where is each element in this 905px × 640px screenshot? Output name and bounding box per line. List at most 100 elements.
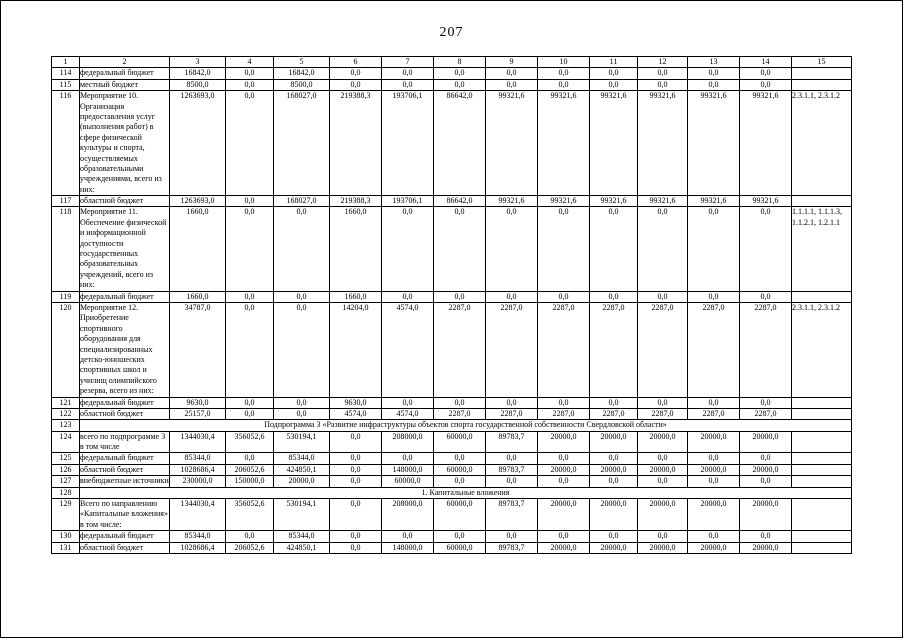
cell-value: 2287,0 [687,301,740,398]
cell-value: 206052,6 [225,541,274,554]
cell-value: 20000,0 [739,498,792,532]
row-name: областной бюджет [79,195,170,208]
table-row: 127 внебюджетные источники 230000,0 150000,… [51,475,852,488]
row-number: 131 [51,541,80,554]
cell-value: 0,0 [329,463,382,477]
cell-value: 0,0 [225,530,274,543]
cell-value: 99321,6 [485,90,538,197]
cell-value: 85344,0 [169,530,226,543]
cell-value: 0,0 [687,206,740,292]
column-header: 15 [791,55,852,69]
column-header: 10 [537,55,590,69]
cell-value: 219388,3 [329,90,382,197]
cell-value: 0,0 [589,530,638,543]
cell-value: 0,0 [637,452,688,465]
cell-value: 8500,0 [273,78,330,92]
row-number: 118 [51,206,80,292]
cell-value: 20000,0 [739,430,792,454]
cell-value: 0,0 [589,206,638,292]
column-header: 7 [381,55,434,69]
cell-value: 1028686,4 [169,463,226,477]
cell-value: 0,0 [739,67,792,80]
cell-value: 0,0 [537,67,590,80]
cell-value: 0,0 [381,290,434,304]
cell-value: 356052,6 [225,430,274,454]
row-number: 127 [51,475,80,488]
cell-value: 168027,0 [273,90,330,197]
row-name: Мероприятие 11. Обеспечение физической и… [79,206,170,292]
cell-value: 20000,0 [537,463,590,477]
cell-value: 0,0 [589,78,638,92]
table-row: 129 Всего по направлению «Капитальные вло… [51,498,852,532]
cell-value: 530194,1 [273,430,330,454]
cell-value: 14204,0 [329,301,382,398]
row-number: 116 [51,90,80,197]
cell-value: 99321,6 [739,90,792,197]
cell-code [791,407,852,421]
cell-value: 0,0 [687,452,740,465]
row-name: Всего по направлению «Капитальные вложен… [79,498,170,532]
row-number: 125 [51,452,80,465]
cell-value: 0,0 [637,78,688,92]
cell-value: 2287,0 [433,407,486,421]
cell-code [791,452,852,465]
cell-value: 0,0 [739,290,792,304]
cell-value: 193706,1 [381,195,434,208]
column-header: 1 [51,55,80,69]
cell-value: 0,0 [433,67,486,80]
cell-value: 99321,6 [687,195,740,208]
cell-value: 0,0 [537,290,590,304]
cell-value: 89783,7 [485,430,538,454]
table-row: 114 федеральный бюджет 16842,0 0,0 16842,0 0,… [51,67,852,80]
cell-value: 2287,0 [589,301,638,398]
cell-value: 0,0 [433,206,486,292]
cell-value: 356052,6 [225,498,274,532]
cell-value: 20000,0 [589,430,638,454]
cell-value: 4574,0 [329,407,382,421]
cell-value: 0,0 [329,78,382,92]
cell-value: 25157,0 [169,407,226,421]
table-row: 125 федеральный бюджет 85344,0 0,0 85344,0 0,… [51,452,852,465]
cell-value: 1660,0 [169,290,226,304]
cell-value: 1263693,0 [169,195,226,208]
row-number: 128 [51,486,80,500]
cell-value: 0,0 [329,530,382,543]
cell-value: 0,0 [687,475,740,488]
cell-value: 60000,0 [433,430,486,454]
cell-value: 99321,6 [687,90,740,197]
cell-value: 0,0 [381,206,434,292]
cell-code [791,78,852,92]
cell-value: 0,0 [589,290,638,304]
cell-value: 1660,0 [169,206,226,292]
table-row: 115 местный бюджет 8500,0 0,0 8500,0 0,0 0,0 0,… [51,78,852,92]
cell-value: 0,0 [739,530,792,543]
cell-code [791,498,852,532]
cell-value: 0,0 [739,78,792,92]
cell-value: 60000,0 [433,463,486,477]
row-number: 130 [51,530,80,543]
table-row: 121 федеральный бюджет 9630,0 0,0 0,0 9630,0 0… [51,396,852,409]
cell-code: 1.1.1.1, 1.1.1.3, 1.1.2.1, 1.2.1.1 [791,206,852,292]
cell-value: 0,0 [273,407,330,421]
column-header: 2 [79,55,170,69]
row-number: 115 [51,78,80,92]
cell-value: 208000,0 [381,498,434,532]
cell-value: 9630,0 [169,396,226,409]
cell-value: 0,0 [225,67,274,80]
cell-value: 60000,0 [433,541,486,554]
cell-value: 0,0 [433,396,486,409]
table-row: 124 всего по подпрограмме 3 в том числе 13… [51,430,852,454]
cell-value: 1344030,4 [169,498,226,532]
cell-value: 85344,0 [169,452,226,465]
cell-value: 0,0 [273,206,330,292]
cell-value: 89783,7 [485,463,538,477]
cell-value: 99321,6 [637,195,688,208]
cell-value: 20000,0 [637,430,688,454]
table-body: 114 федеральный бюджет 16842,0 0,0 16842,0 0,… [51,67,852,554]
cell-value: 0,0 [739,475,792,488]
cell-value: 85344,0 [273,530,330,543]
cell-value: 0,0 [637,475,688,488]
cell-code [791,195,852,208]
row-number: 119 [51,290,80,304]
